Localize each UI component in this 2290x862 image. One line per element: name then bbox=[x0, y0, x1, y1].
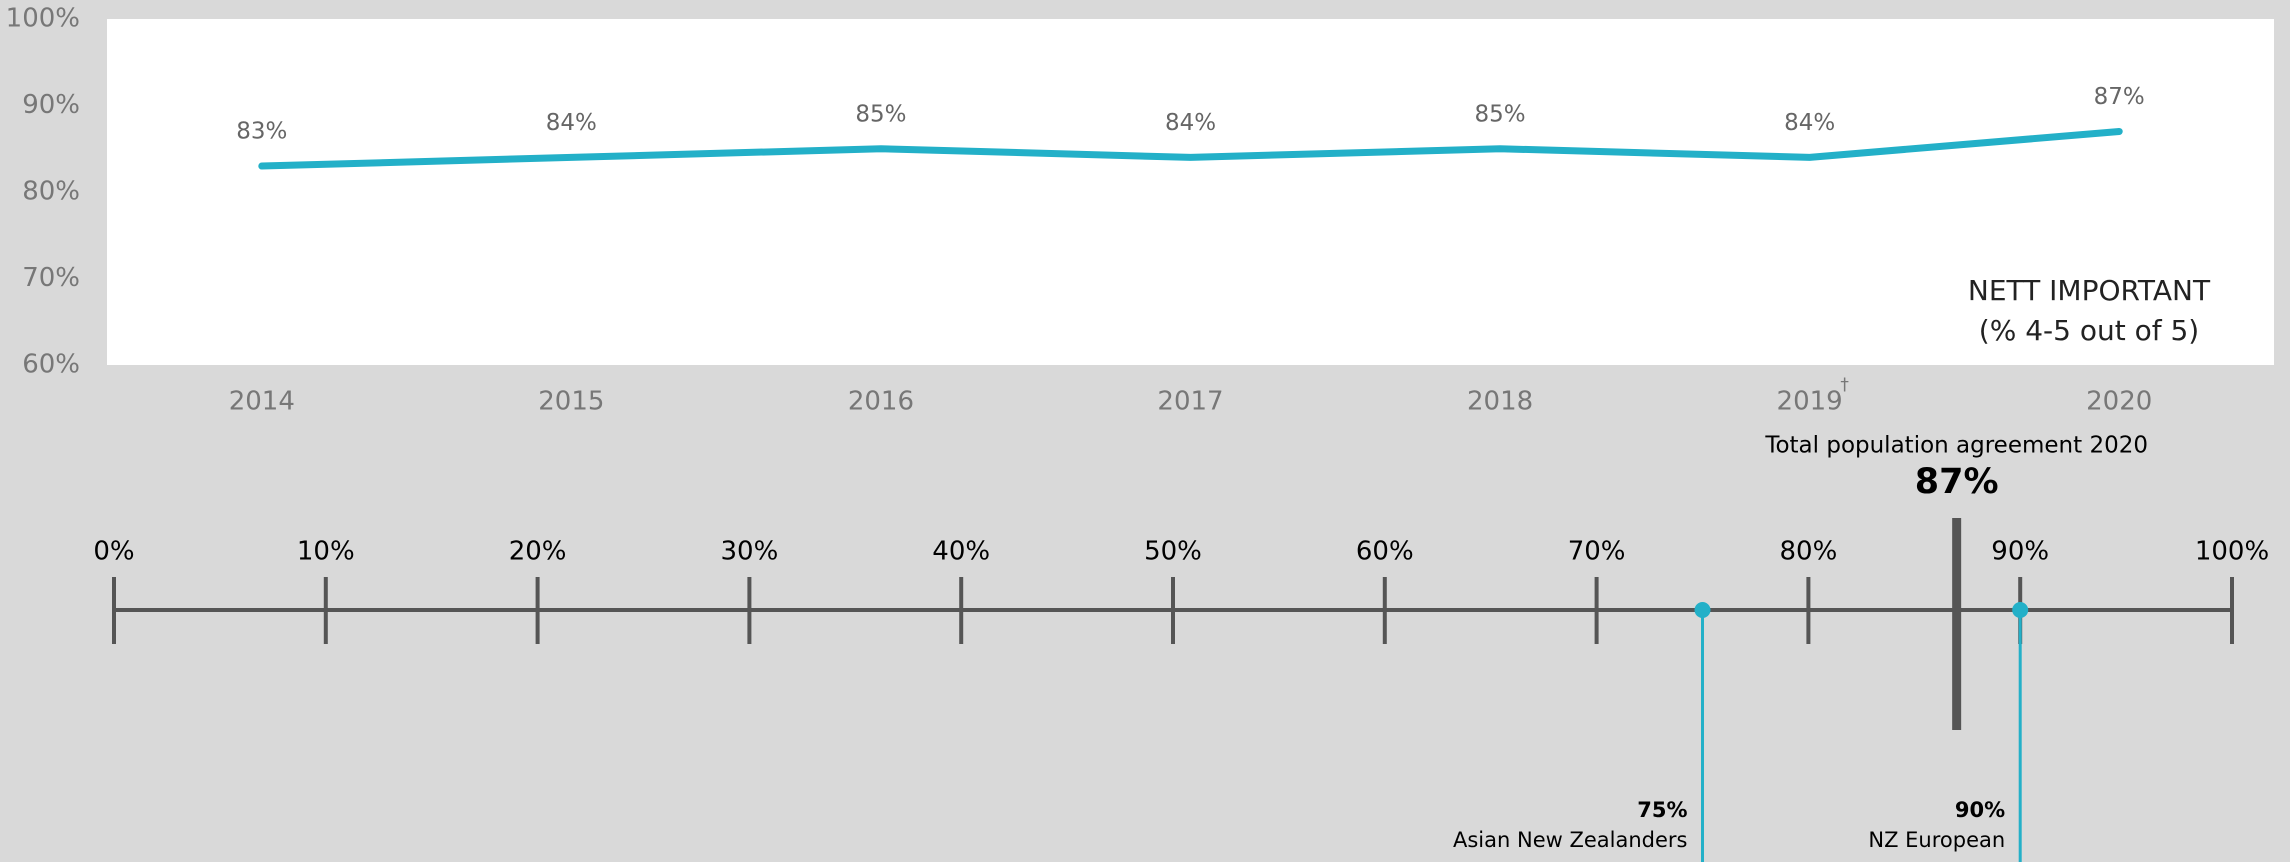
data-label: 85% bbox=[855, 101, 906, 127]
annotation: NETT IMPORTANT bbox=[1968, 274, 2211, 307]
y-tick-label: 80% bbox=[22, 177, 80, 207]
x-tick-label: 30% bbox=[721, 537, 779, 567]
category-label: NZ European bbox=[1868, 828, 2005, 852]
data-label: 87% bbox=[2094, 84, 2145, 110]
data-label: 75% bbox=[1637, 798, 1687, 822]
x-tick-label: 2018 bbox=[1467, 387, 1533, 417]
x-tick-label: 80% bbox=[1780, 537, 1838, 567]
data-label: 85% bbox=[1475, 101, 1526, 127]
x-tick-label: 40% bbox=[932, 537, 990, 567]
data-label: 90% bbox=[1955, 798, 2005, 822]
y-tick-label: 100% bbox=[6, 4, 80, 34]
annotation: (% 4-5 out of 5) bbox=[1979, 314, 2199, 347]
reference-bar bbox=[1952, 518, 1962, 730]
data-label: 84% bbox=[546, 110, 597, 136]
x-tick-label: 90% bbox=[1991, 537, 2049, 567]
plot-area bbox=[107, 19, 2274, 365]
x-tick-label: 100% bbox=[2195, 537, 2269, 567]
reference-value-label: 87% bbox=[1915, 462, 1999, 502]
dot bbox=[1694, 602, 1711, 618]
y-tick-label: 60% bbox=[22, 350, 80, 380]
data-label: 83% bbox=[236, 119, 287, 145]
x-tick-label: 20% bbox=[509, 537, 567, 567]
dot bbox=[2012, 602, 2029, 618]
y-tick-label: 70% bbox=[22, 263, 80, 293]
x-tick-label: 70% bbox=[1568, 537, 1626, 567]
x-tick-label: 2020 bbox=[2086, 387, 2152, 417]
reference-label: Total population agreement 2020 bbox=[1764, 433, 2148, 459]
x-tick-label: 2017 bbox=[1157, 387, 1223, 417]
x-tick-label: 2014 bbox=[229, 387, 295, 417]
data-label: 84% bbox=[1165, 110, 1216, 136]
x-tick-label: 10% bbox=[297, 537, 355, 567]
x-tick-label: 50% bbox=[1144, 537, 1202, 567]
line bbox=[258, 127, 2123, 170]
data-label: 84% bbox=[1784, 110, 1835, 136]
x-tick-label: 2019 bbox=[1777, 387, 1843, 417]
x-tick-label: 60% bbox=[1356, 537, 1414, 567]
x-tick-label: 2015 bbox=[538, 387, 604, 417]
category-label: Asian New Zealanders bbox=[1453, 828, 1688, 852]
y-tick-label: 90% bbox=[22, 90, 80, 120]
x-tick-label: 0% bbox=[93, 537, 134, 567]
x-tick-label: 2016 bbox=[848, 387, 914, 417]
footnote-mark: † bbox=[1840, 375, 1849, 395]
